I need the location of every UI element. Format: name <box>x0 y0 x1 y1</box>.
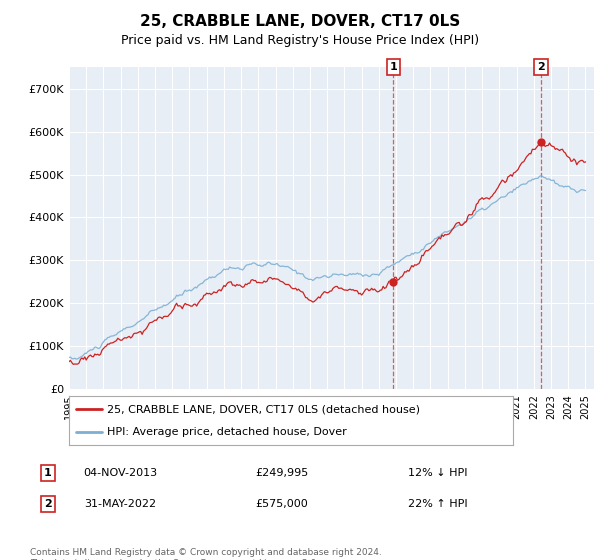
Text: 25, CRABBLE LANE, DOVER, CT17 0LS: 25, CRABBLE LANE, DOVER, CT17 0LS <box>140 14 460 29</box>
Text: Price paid vs. HM Land Registry's House Price Index (HPI): Price paid vs. HM Land Registry's House … <box>121 34 479 46</box>
Text: 31-MAY-2022: 31-MAY-2022 <box>84 499 156 509</box>
Text: 04-NOV-2013: 04-NOV-2013 <box>83 468 157 478</box>
Text: 1: 1 <box>389 62 397 72</box>
Text: 2: 2 <box>537 62 545 72</box>
Text: £575,000: £575,000 <box>256 499 308 509</box>
Text: 22% ↑ HPI: 22% ↑ HPI <box>408 499 468 509</box>
Text: This data is licensed under the Open Government Licence v3.0.: This data is licensed under the Open Gov… <box>30 559 319 560</box>
Text: HPI: Average price, detached house, Dover: HPI: Average price, detached house, Dove… <box>107 427 346 437</box>
Text: 12% ↓ HPI: 12% ↓ HPI <box>408 468 468 478</box>
Text: Contains HM Land Registry data © Crown copyright and database right 2024.: Contains HM Land Registry data © Crown c… <box>30 548 382 557</box>
Text: 1: 1 <box>44 468 52 478</box>
Text: £249,995: £249,995 <box>256 468 308 478</box>
Text: 2: 2 <box>44 499 52 509</box>
Text: 25, CRABBLE LANE, DOVER, CT17 0LS (detached house): 25, CRABBLE LANE, DOVER, CT17 0LS (detac… <box>107 404 420 414</box>
